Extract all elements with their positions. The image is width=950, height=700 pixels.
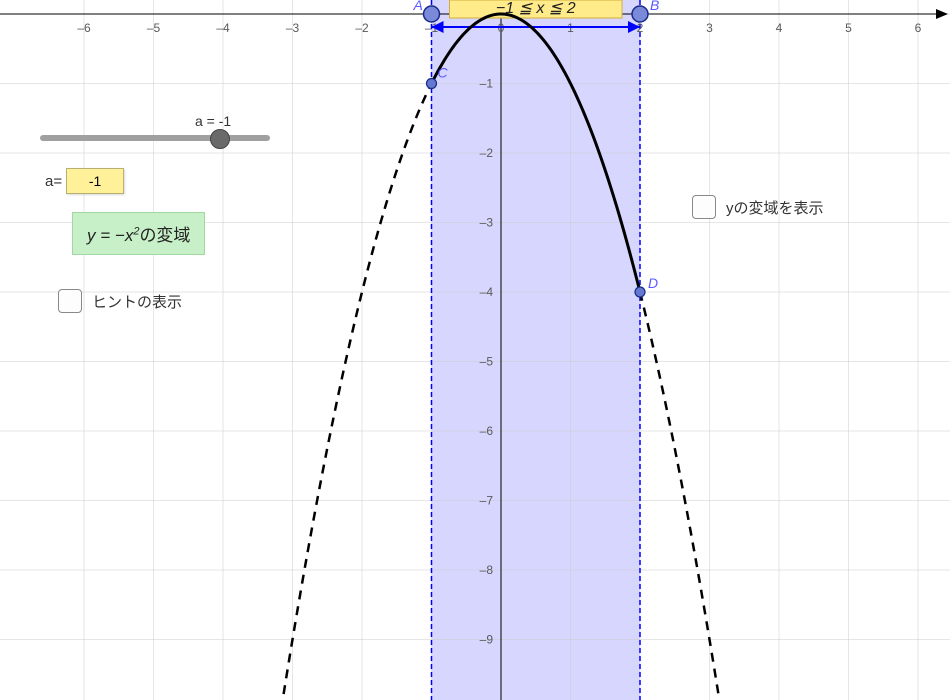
x-tick-label: –4: [216, 21, 230, 35]
point-label-C: C: [438, 65, 449, 81]
x-tick-label: –2: [355, 21, 369, 35]
hint-checkbox-row[interactable]: ヒントの表示: [58, 289, 182, 313]
x-tick-label: 6: [915, 21, 922, 35]
a-prefix: a=: [45, 173, 62, 190]
point-D[interactable]: [635, 287, 645, 297]
y-tick-label: –1: [480, 77, 494, 91]
slider-track: [40, 135, 270, 141]
point-label-D: D: [648, 275, 658, 291]
point-label-A: A: [413, 0, 423, 13]
hint-checkbox-label: ヒントの表示: [92, 291, 182, 312]
parabola-dashed: [640, 292, 723, 700]
yrange-checkbox-label: yの変域を表示: [726, 197, 824, 218]
point-C[interactable]: [427, 79, 437, 89]
formula-pre: y = −: [87, 226, 125, 245]
coordinate-graph: –6–5–4–3–2–10123456–1–2–3–4–5–6–7–8–9−1 …: [0, 0, 950, 700]
y-tick-label: –8: [480, 563, 494, 577]
y-tick-label: –2: [480, 146, 494, 160]
point-B[interactable]: [632, 6, 648, 22]
formula-suffix: の変域: [139, 226, 190, 245]
y-tick-label: –6: [480, 424, 494, 438]
parabola-dashed: [279, 84, 432, 700]
formula-box: y = −x2の変域: [72, 212, 205, 255]
x-tick-label: –3: [286, 21, 300, 35]
slider-thumb[interactable]: [210, 129, 230, 149]
point-A[interactable]: [424, 6, 440, 22]
x-axis-arrow: [936, 9, 948, 19]
a-slider[interactable]: [40, 135, 270, 141]
point-label-B: B: [650, 0, 659, 13]
slider-value-label: a = -1: [195, 113, 231, 129]
a-input[interactable]: [66, 168, 124, 194]
y-tick-label: –4: [480, 285, 494, 299]
x-tick-label: 3: [706, 21, 713, 35]
y-tick-label: –3: [480, 216, 494, 230]
x-tick-label: 5: [845, 21, 852, 35]
yrange-checkbox-row[interactable]: yの変域を表示: [692, 195, 824, 219]
x-tick-label: –5: [147, 21, 161, 35]
y-tick-label: –7: [480, 494, 494, 508]
yrange-checkbox[interactable]: [692, 195, 716, 219]
domain-shade: [432, 0, 641, 700]
hint-checkbox[interactable]: [58, 289, 82, 313]
a-input-row: a=: [45, 168, 124, 194]
x-tick-label: 4: [776, 21, 783, 35]
x-tick-label: –6: [77, 21, 91, 35]
y-tick-label: –5: [480, 355, 494, 369]
y-tick-label: –9: [480, 633, 494, 647]
